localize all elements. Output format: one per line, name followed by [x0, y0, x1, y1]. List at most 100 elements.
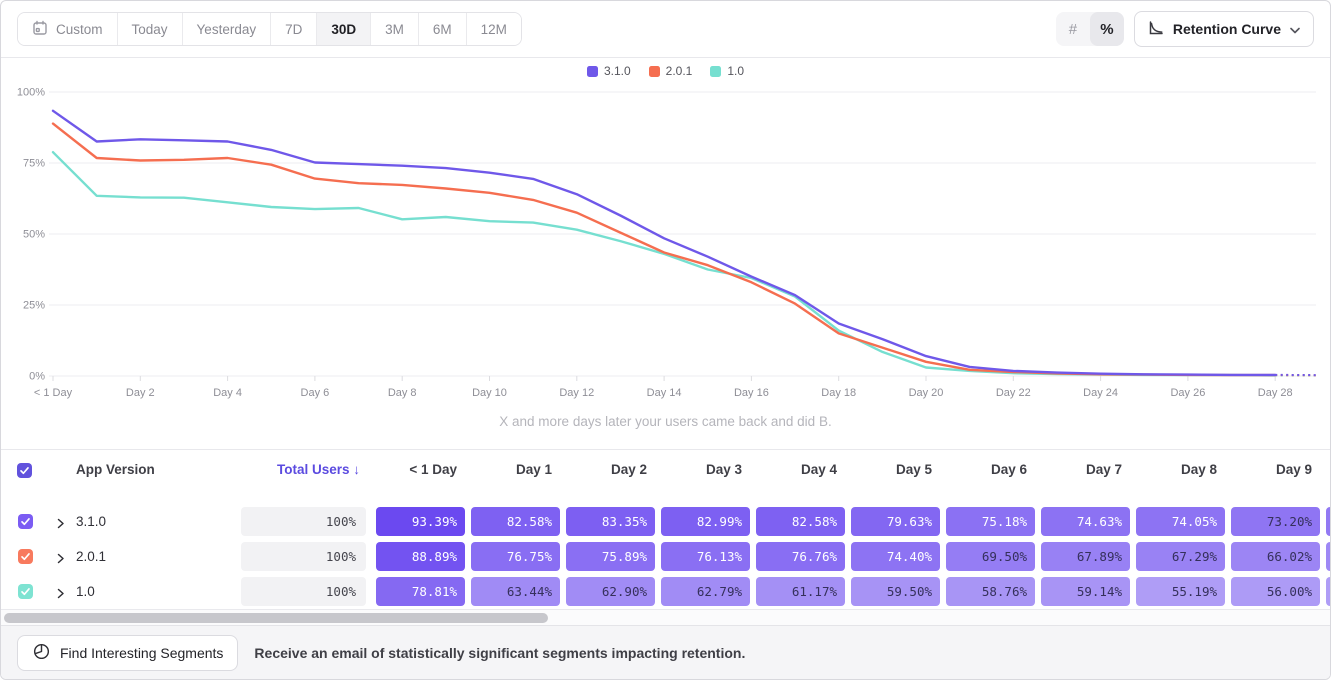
chart-type-dropdown[interactable]: Retention Curve: [1133, 11, 1314, 47]
legend-label: 3.1.0: [603, 64, 631, 78]
date-range-7d[interactable]: 7D: [270, 13, 317, 45]
footer-bar: Find Interesting Segments Receive an ema…: [1, 625, 1330, 679]
date-range-selector: Custom Today Yesterday 7D 30D 3M 6M 12M: [17, 12, 522, 46]
select-all-checkbox[interactable]: [17, 463, 32, 478]
table-row-3.1.0: 3.1.0 100% 93.39% 82.58% 83.35% 82.99% 82.58% 7…: [1, 504, 1330, 539]
retention-cell: 82.99%: [661, 507, 750, 536]
retention-cell: 67.29%: [1136, 542, 1225, 571]
app-version-label: 2.0.1: [76, 549, 107, 564]
column-header-day: Day 1: [515, 462, 552, 477]
date-range-6m[interactable]: 6M: [417, 13, 466, 45]
column-total-users-sort[interactable]: Total Users ↓: [276, 462, 360, 477]
retention-cell: 74.05%: [1136, 507, 1225, 536]
column-header-day: Day 6: [990, 462, 1027, 477]
scrollbar-thumb[interactable]: [4, 613, 548, 623]
toolbar: Custom Today Yesterday 7D 30D 3M 6M 12M #% Rete…: [1, 1, 1330, 58]
retention-chart: 100% 75% 50% 25% 0% < 1 Day Day 2 Day 4 Day 6 Day…: [1, 58, 1330, 449]
expand-chevron-icon[interactable]: [57, 551, 65, 569]
date-range-3m[interactable]: 3M: [370, 13, 418, 45]
svg-text:Day 16: Day 16: [734, 387, 769, 399]
svg-text:Day 14: Day 14: [647, 387, 682, 399]
retention-cell: 58.76%: [946, 577, 1035, 606]
date-range-custom[interactable]: Custom: [18, 13, 117, 45]
legend-label: 1.0: [727, 64, 745, 78]
column-header-day: Day 4: [800, 462, 837, 477]
expand-chevron-icon[interactable]: [57, 516, 65, 534]
column-header-day: Day 3: [705, 462, 742, 477]
column-header-day: Day 5: [895, 462, 932, 477]
legend-item-1.0: 1.0: [710, 64, 744, 78]
svg-text:Day 6: Day 6: [301, 387, 330, 399]
chart-subtitle: X and more days later your users came ba…: [499, 414, 832, 429]
column-header-day: Day 9: [1275, 462, 1312, 477]
retention-cell: 76.76%: [756, 542, 845, 571]
date-range-label: Yesterday: [196, 21, 257, 37]
find-interesting-segments-button[interactable]: Find Interesting Segments: [17, 635, 239, 671]
date-range-label: 12M: [480, 21, 507, 37]
retention-cell: 76.75%: [471, 542, 560, 571]
svg-text:Day 26: Day 26: [1170, 387, 1205, 399]
find-segments-label: Find Interesting Segments: [60, 645, 224, 661]
retention-cell-clipped: [1326, 507, 1330, 536]
footer-note: Receive an email of statistically signif…: [254, 645, 746, 661]
total-users-cell: 100%: [241, 507, 366, 536]
column-app-version: App Version: [76, 462, 155, 477]
toolbar-right: #% Retention Curve: [1055, 11, 1314, 47]
retention-cell: 55.19%: [1136, 577, 1225, 606]
date-range-yesterday[interactable]: Yesterday: [181, 13, 271, 45]
date-range-label: Today: [131, 21, 168, 37]
percent-view-button[interactable]: %: [1089, 12, 1124, 46]
column-header-day: Day 8: [1180, 462, 1217, 477]
total-users-cell: 100%: [241, 577, 366, 606]
date-range-12m[interactable]: 12M: [465, 13, 521, 45]
total-users-cell: 100%: [241, 542, 366, 571]
retention-cell: 61.17%: [756, 577, 845, 606]
svg-text:25%: 25%: [23, 300, 45, 312]
retention-cell: 67.89%: [1041, 542, 1130, 571]
retention-cell: 74.63%: [1041, 507, 1130, 536]
table-row-2.0.1: 2.0.1 100% 88.89% 76.75% 75.89% 76.13% 76.76% 7…: [1, 539, 1330, 574]
svg-text:Day 12: Day 12: [559, 387, 594, 399]
calendar-icon: [32, 20, 48, 39]
svg-text:Day 20: Day 20: [909, 387, 944, 399]
table-body: 3.1.0 100% 93.39% 82.58% 83.35% 82.99% 82.58% 7…: [1, 504, 1330, 609]
retention-curve-plot: 100% 75% 50% 25% 0% < 1 Day Day 2 Day 4 Day 6 Day…: [17, 87, 1317, 399]
chart-legend: 3.1.0 2.0.1 1.0: [1, 64, 1330, 78]
retention-cell: 83.35%: [566, 507, 655, 536]
retention-cell: 88.89%: [376, 542, 465, 571]
table-horizontal-scrollbar: [1, 609, 1330, 625]
svg-text:0%: 0%: [29, 371, 45, 383]
number-view-button[interactable]: #: [1068, 20, 1078, 38]
svg-text:Day 18: Day 18: [821, 387, 856, 399]
svg-text:100%: 100%: [17, 87, 45, 99]
date-range-today[interactable]: Today: [116, 13, 182, 45]
retention-cell: 79.63%: [851, 507, 940, 536]
retention-cell: 59.50%: [851, 577, 940, 606]
retention-cell: 62.90%: [566, 577, 655, 606]
value-display-toggle: #%: [1055, 12, 1124, 46]
svg-text:Day 4: Day 4: [213, 387, 242, 399]
svg-text:50%: 50%: [23, 229, 45, 241]
table-row-1.0: 1.0 100% 78.81% 63.44% 62.90% 62.79% 61.17% 59.…: [1, 574, 1330, 609]
date-range-30d[interactable]: 30D: [316, 13, 371, 45]
table-header: App Version Total Users ↓ < 1 Day Day 1 Da…: [1, 450, 1330, 490]
svg-text:< 1 Day: < 1 Day: [34, 387, 73, 399]
sort-down-arrow-icon: ↓: [353, 462, 360, 477]
chart-type-label: Retention Curve: [1172, 21, 1281, 37]
expand-chevron-icon[interactable]: [57, 586, 65, 604]
date-range-label: 30D: [331, 21, 357, 37]
column-header-day: Day 2: [610, 462, 647, 477]
retention-cell: 69.50%: [946, 542, 1035, 571]
row-checkbox[interactable]: [18, 549, 33, 564]
retention-cell: 63.44%: [471, 577, 560, 606]
row-checkbox[interactable]: [18, 514, 33, 529]
legend-swatch-icon: [710, 65, 722, 77]
svg-text:Day 28: Day 28: [1258, 387, 1293, 399]
row-checkbox[interactable]: [18, 584, 33, 599]
column-header-day: < 1 Day: [409, 462, 457, 477]
svg-text:Day 10: Day 10: [472, 387, 507, 399]
retention-table: App Version Total Users ↓ < 1 Day Day 1 Da…: [1, 449, 1330, 609]
retention-cell: 66.02%: [1231, 542, 1320, 571]
chevron-down-icon: [1290, 22, 1300, 37]
